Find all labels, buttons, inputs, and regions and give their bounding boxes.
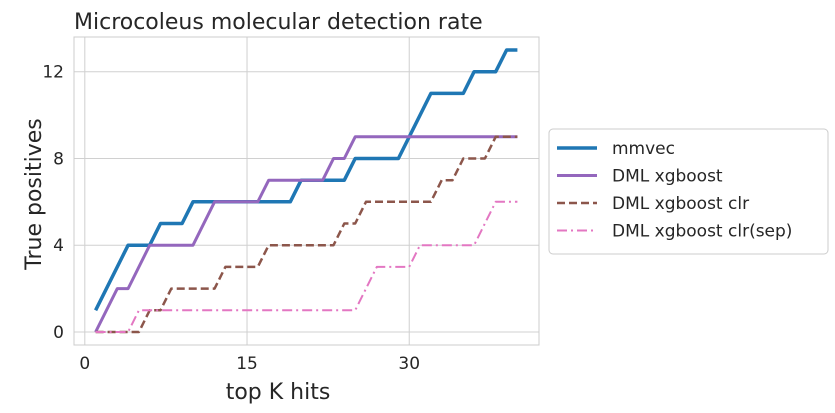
series-line-dml-xgboost-clr	[95, 135, 518, 334]
y-tick-labels: 0 4 8 12	[42, 63, 64, 343]
x-tick-label: 15	[236, 354, 258, 374]
chart-title: Microcoleus molecular detection rate	[74, 10, 483, 35]
y-axis-label: True positives	[22, 118, 47, 270]
series-group	[94, 48, 518, 334]
legend: mmvec DML xgboost DML xgboost clr DML xgboo…	[548, 128, 829, 255]
y-tick-label: 8	[53, 149, 64, 169]
legend-label: DML xgboost	[612, 167, 723, 187]
x-axis-label: top K hits	[226, 380, 331, 405]
legend-label: mmvec	[612, 139, 675, 159]
y-tick-label: 4	[53, 236, 64, 256]
series-line-dml-xgboost	[94, 135, 518, 333]
plot-frame	[73, 36, 540, 346]
legend-label: DML xgboost clr(sep)	[612, 222, 792, 242]
legend-label: DML xgboost clr	[612, 194, 749, 214]
y-tick-label: 12	[42, 63, 64, 83]
x-tick-label: 0	[79, 354, 90, 374]
x-tick-label: 30	[398, 354, 420, 374]
series-line-mmvec	[94, 48, 518, 312]
x-tick-labels: 0 15 30	[79, 354, 420, 374]
y-tick-label: 0	[53, 323, 64, 343]
legend-box	[548, 128, 829, 255]
series-line-dml-xgboost-clr-sep	[95, 200, 518, 333]
